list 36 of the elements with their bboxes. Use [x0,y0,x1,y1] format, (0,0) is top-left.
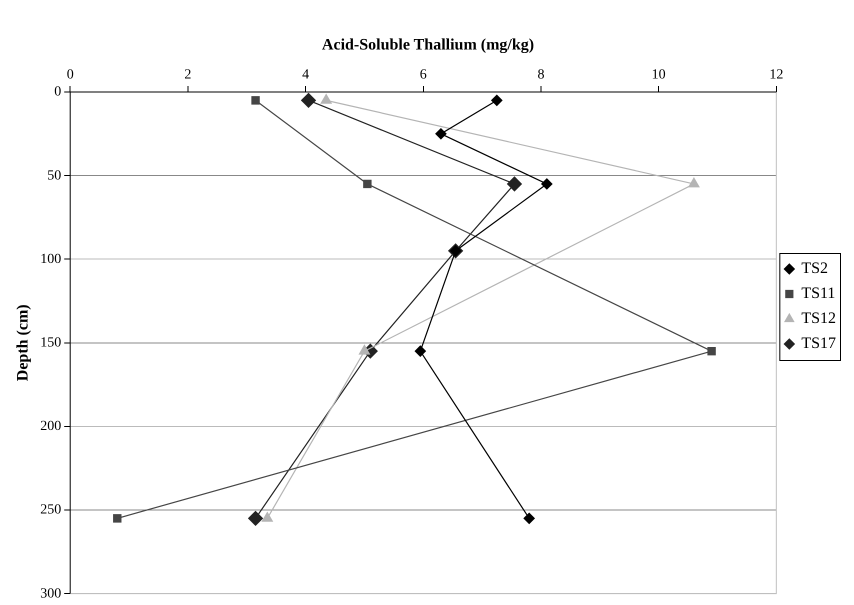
y-axis-title: Depth (cm) [14,304,32,382]
point [688,178,700,188]
x-tick-label: 10 [652,67,666,82]
chart-title: Acid-Soluble Thallium (mg/kg) [322,36,534,54]
x-tick-label: 12 [769,67,784,82]
y-tick-label: 300 [40,586,62,602]
point [301,92,316,108]
legend-label: TS12 [801,310,836,328]
point [435,128,447,140]
point [363,180,372,188]
y-tick-label: 100 [40,252,62,267]
point [251,96,260,105]
point [524,512,535,524]
x-tick-label: 4 [302,67,310,82]
point [707,346,716,356]
y-tick-label: 50 [47,168,62,184]
y-tick-label: 150 [40,335,62,350]
point [507,176,522,192]
point [113,514,122,523]
legend-label: TS11 [801,285,836,302]
x-tick-label: 0 [66,67,74,82]
legend-label: TS17 [801,335,836,352]
y-tick-label: 250 [40,502,62,518]
point [541,178,552,190]
point [414,346,426,357]
point [320,94,332,104]
point [262,512,273,522]
x-tick-label: 2 [184,67,192,82]
y-tick-label: 0 [54,84,62,100]
point [358,344,370,355]
x-tick-label: 8 [537,67,544,82]
x-tick-label: 6 [420,67,427,82]
point [248,510,263,526]
y-tick-label: 200 [40,419,62,434]
point [491,94,502,106]
legend-label: TS2 [801,260,828,278]
